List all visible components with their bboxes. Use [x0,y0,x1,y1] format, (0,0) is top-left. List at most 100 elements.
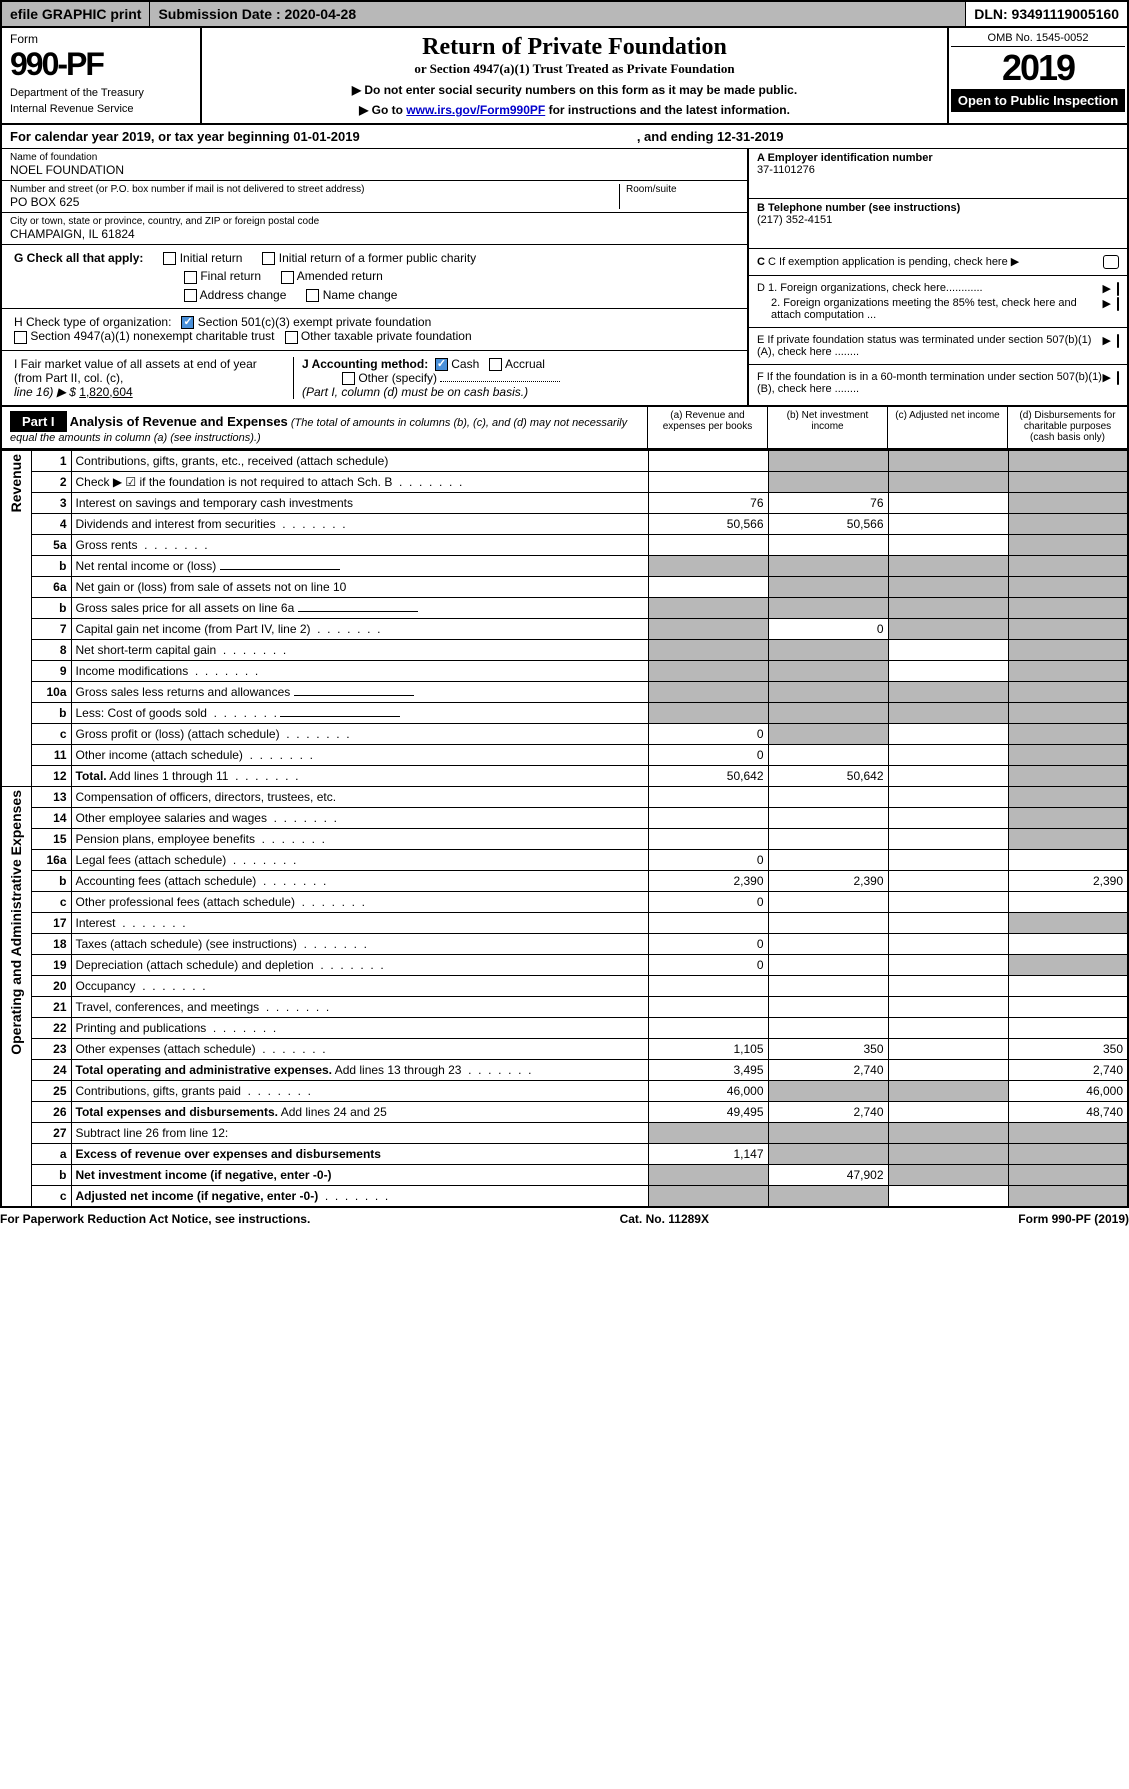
amount-col-d: 46,000 [1008,1081,1128,1102]
address-cell: Number and street (or P.O. box number if… [2,181,747,213]
amount-col-b [768,745,888,766]
lbl-name-change: Name change [323,288,398,302]
row-description: Net gain or (loss) from sale of assets n… [71,577,648,598]
amount-col-a [648,535,768,556]
amount-col-d [1008,535,1128,556]
city-value: CHAMPAIGN, IL 61824 [10,227,739,241]
cal-begin: For calendar year 2019, or tax year begi… [10,129,637,144]
amount-col-a: 0 [648,955,768,976]
amount-col-a [648,829,768,850]
amount-col-c [888,1123,1008,1144]
form-label: Form [10,32,192,46]
amount-col-b [768,703,888,724]
amount-col-d [1008,997,1128,1018]
page-footer: For Paperwork Reduction Act Notice, see … [0,1208,1129,1230]
chk-501c3[interactable] [181,316,194,329]
table-row: 24Total operating and administrative exp… [1,1060,1128,1081]
amount-col-b: 50,566 [768,514,888,535]
box-h-label: H Check type of organization: [14,315,171,329]
table-row: bLess: Cost of goods sold . . . . . . . [1,703,1128,724]
row-description: Adjusted net income (if negative, enter … [71,1186,648,1208]
amount-col-d [1008,640,1128,661]
amount-col-d [1008,808,1128,829]
box-i-label: I Fair market value of all assets at end… [14,357,257,385]
table-row: 18Taxes (attach schedule) (see instructi… [1,934,1128,955]
row-description: Interest on savings and temporary cash i… [71,493,648,514]
chk-other-taxable[interactable] [285,331,298,344]
chk-initial-former[interactable] [262,252,275,265]
table-row: Revenue1Contributions, gifts, grants, et… [1,451,1128,472]
part1-header-row: Part I Analysis of Revenue and Expenses … [0,407,1129,450]
row-number: 5a [31,535,71,556]
instructions-link[interactable]: www.irs.gov/Form990PF [406,103,545,117]
chk-address-change[interactable] [184,289,197,302]
amount-col-c [888,850,1008,871]
amount-col-d [1008,787,1128,808]
amount-col-d [1008,1186,1128,1208]
amount-col-b [768,976,888,997]
amount-col-d [1008,451,1128,472]
amount-col-d [1008,745,1128,766]
lbl-501c3: Section 501(c)(3) exempt private foundat… [198,315,431,329]
chk-exemption-pending[interactable] [1103,255,1119,269]
name-label: Name of foundation [10,152,739,163]
table-row: 20Occupancy . . . . . . . [1,976,1128,997]
amount-col-b: 2,390 [768,871,888,892]
amount-col-b [768,892,888,913]
row-number: 20 [31,976,71,997]
row-number: 14 [31,808,71,829]
chk-cash[interactable] [435,358,448,371]
box-g-label: G Check all that apply: [14,251,143,265]
chk-accrual[interactable] [489,358,502,371]
chk-4947[interactable] [14,331,27,344]
box-i-value: 1,820,604 [79,385,132,399]
chk-status-terminated[interactable] [1117,334,1119,348]
table-row: Operating and Administrative Expenses13C… [1,787,1128,808]
amount-col-b: 50,642 [768,766,888,787]
row-description: Contributions, gifts, grants, etc., rece… [71,451,648,472]
chk-60-month[interactable] [1117,371,1119,385]
amount-col-b [768,598,888,619]
row-number: c [31,1186,71,1208]
chk-foreign-org[interactable] [1117,282,1119,296]
amount-col-c [888,913,1008,934]
amount-col-d: 2,740 [1008,1060,1128,1081]
amount-col-b [768,535,888,556]
omb-number: OMB No. 1545-0052 [951,30,1125,47]
row-number: 3 [31,493,71,514]
chk-amended[interactable] [281,271,294,284]
amount-col-b [768,934,888,955]
chk-other-method[interactable] [342,372,355,385]
chk-foreign-85[interactable] [1117,297,1119,311]
chk-final-return[interactable] [184,271,197,284]
row-number: c [31,892,71,913]
amount-col-a [648,997,768,1018]
amount-col-b [768,1186,888,1208]
amount-col-b: 2,740 [768,1060,888,1081]
table-row: 5aGross rents . . . . . . . [1,535,1128,556]
row-description: Other employee salaries and wages . . . … [71,808,648,829]
header-center: Return of Private Foundation or Section … [202,28,947,123]
amount-col-c [888,661,1008,682]
row-number: 11 [31,745,71,766]
amount-col-a [648,787,768,808]
box-c-text: C If exemption application is pending, c… [768,256,1008,268]
irs: Internal Revenue Service [10,103,192,115]
row-number: 7 [31,619,71,640]
amount-col-c [888,1102,1008,1123]
efile-print-button[interactable]: efile GRAPHIC print [2,2,150,26]
lbl-cash: Cash [451,357,479,371]
amount-col-d [1008,682,1128,703]
chk-name-change[interactable] [306,289,319,302]
row-description: Gross sales less returns and allowances [71,682,648,703]
amount-col-a: 0 [648,745,768,766]
box-e: E If private foundation status was termi… [749,328,1127,365]
table-row: cGross profit or (loss) (attach schedule… [1,724,1128,745]
amount-col-c [888,871,1008,892]
chk-initial-return[interactable] [163,252,176,265]
lbl-accrual: Accrual [505,357,545,371]
row-description: Legal fees (attach schedule) . . . . . .… [71,850,648,871]
cal-end: , and ending 12-31-2019 [637,129,1119,144]
row-number: c [31,724,71,745]
form-id-block: Form 990-PF Department of the Treasury I… [2,28,202,123]
